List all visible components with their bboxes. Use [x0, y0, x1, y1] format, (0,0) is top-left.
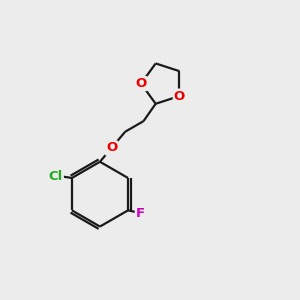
Text: O: O	[106, 142, 117, 154]
Text: F: F	[136, 207, 145, 220]
Text: O: O	[135, 77, 147, 90]
Text: Cl: Cl	[49, 170, 63, 183]
Text: O: O	[174, 90, 185, 103]
